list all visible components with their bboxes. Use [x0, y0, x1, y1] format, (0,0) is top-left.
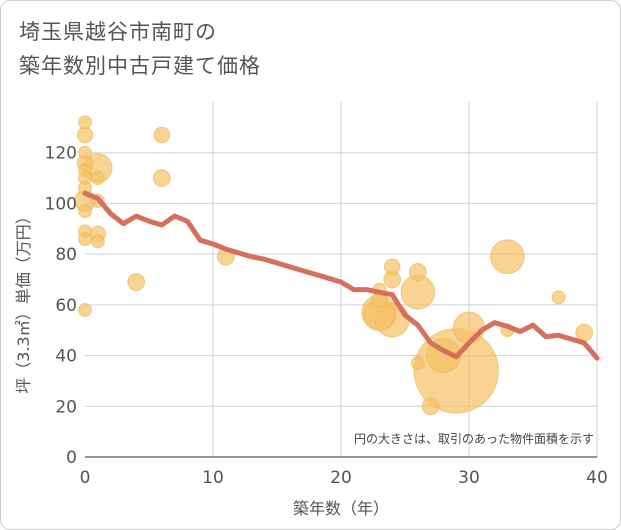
scatter-point: [76, 126, 94, 144]
trend-line: [82, 190, 600, 361]
scatter-point: [490, 239, 525, 275]
chart-title: 埼玉県越谷市南町の 築年数別中古戸建て価格: [19, 15, 261, 83]
scatter-point: [153, 126, 171, 144]
scatter-point: [90, 234, 105, 249]
scatter-point: [452, 311, 486, 344]
scatter-point: [78, 231, 92, 246]
scatter-point: [78, 302, 92, 317]
x-tick-label: 20: [330, 468, 352, 488]
x-tick-labels: 0 10 20 30 40: [80, 468, 608, 488]
scatter-point: [421, 397, 440, 416]
y-tick-label: 100: [45, 194, 77, 214]
scatter-point: [78, 204, 92, 219]
scatter-point: [127, 273, 146, 291]
grid-lines: [85, 102, 598, 457]
y-tick-labels: 0 20 40 60 80 100 120: [45, 144, 77, 468]
chart-title-line1: 埼玉県越谷市南町の: [19, 20, 217, 44]
y-tick-label: 80: [55, 245, 77, 265]
scatter-point: [78, 115, 92, 130]
y-tick-label: 20: [55, 397, 77, 417]
scatter-point: [383, 258, 401, 276]
scatter-point: [152, 169, 171, 188]
y-axis-title: 坪（3.3㎡）単価（万円）: [14, 208, 33, 393]
chart-title-line2: 築年数別中古戸建て価格: [19, 54, 261, 78]
x-tick-label: 10: [202, 468, 224, 488]
y-tick-label: 60: [55, 296, 77, 316]
scatter-point: [551, 290, 566, 305]
x-axis-title: 築年数（年）: [293, 499, 389, 518]
scatter-point: [90, 171, 105, 186]
x-tick-label: 40: [586, 468, 608, 488]
scatter-point: [408, 262, 427, 281]
scatter-point: [410, 356, 425, 371]
x-tick-label: 30: [458, 468, 480, 488]
y-tick-label: 0: [66, 448, 77, 468]
x-tick-label: 0: [80, 468, 91, 488]
bubble-size-note: 円の大きさは、取引のあった物件面積を示す: [354, 431, 594, 446]
y-tick-label: 120: [45, 144, 77, 164]
y-tick-label: 40: [55, 347, 77, 367]
scatter-point: [78, 145, 92, 160]
